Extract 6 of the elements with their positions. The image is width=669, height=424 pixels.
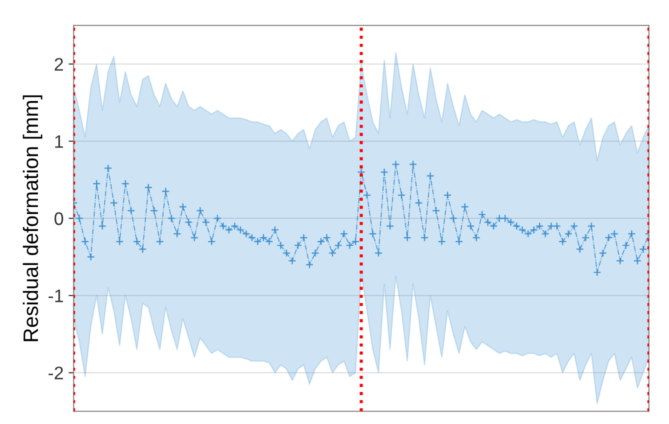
y-tick-label: 0 [54, 212, 64, 226]
y-tick-label: 2 [54, 58, 63, 71]
y-axis-title: Residual deformation [mm] [22, 95, 42, 342]
y-tick-label: 1 [55, 135, 63, 148]
y-tick-label: -2 [48, 366, 63, 380]
y-tick-label: -1 [48, 290, 63, 302]
